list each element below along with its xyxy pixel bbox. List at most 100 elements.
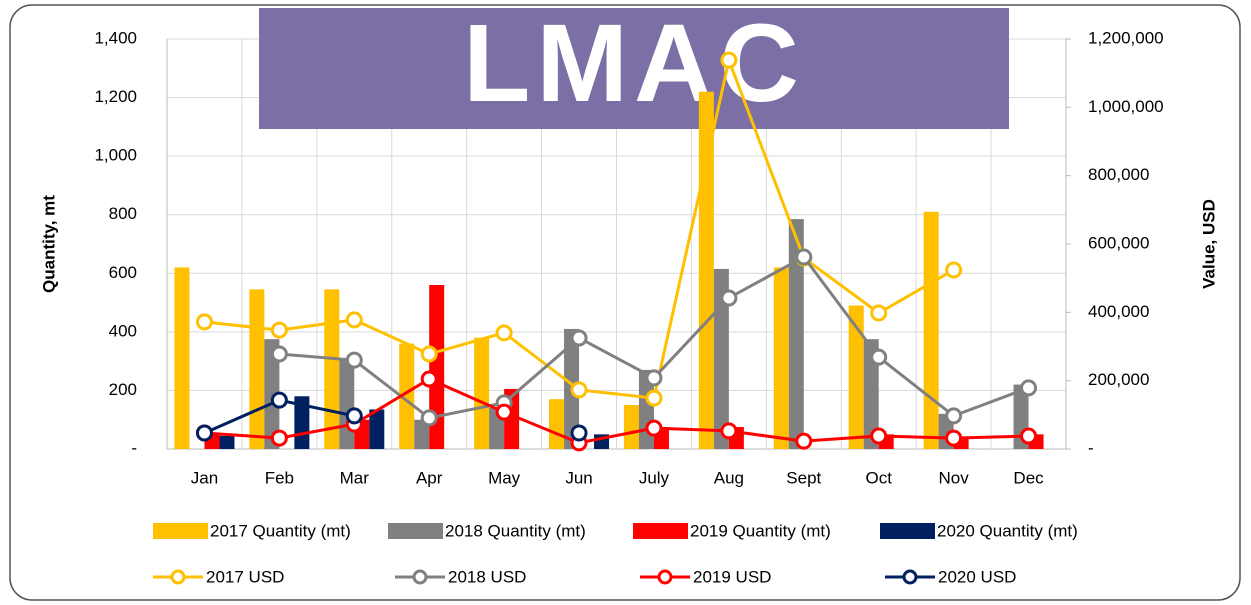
y-tick-label: 200: [109, 380, 137, 399]
legend-marker: [412, 569, 428, 585]
line-marker: [195, 424, 213, 442]
line-marker: [720, 289, 738, 307]
line-marker: [345, 407, 363, 425]
line-marker: [645, 419, 663, 437]
bar: [174, 267, 190, 449]
y-tick-label: 1,000: [94, 146, 137, 165]
x-tick-label: Jun: [565, 468, 592, 487]
line-marker: [945, 407, 963, 425]
legend-swatch: [388, 523, 443, 539]
line-marker: [495, 324, 513, 342]
logo: LMAC: [259, 2, 1009, 129]
logo-text: LMAC: [463, 2, 805, 125]
y-axis-label: Quantity, mt: [39, 195, 58, 293]
bar: [414, 419, 430, 449]
y2-tick-label: 1,000,000: [1088, 97, 1164, 116]
chart-frame: [9, 4, 1241, 601]
x-tick-label: Oct: [865, 468, 892, 487]
bar: [953, 437, 969, 449]
legend-label: 2018 Quantity (mt): [445, 521, 586, 540]
line-marker: [495, 403, 513, 421]
line-marker: [795, 432, 813, 450]
bar: [324, 289, 340, 449]
bar: [698, 91, 714, 449]
legend-swatch: [880, 523, 935, 539]
y2-tick-label: 800,000: [1088, 165, 1149, 184]
line-marker: [645, 369, 663, 387]
legend-swatch: [153, 523, 208, 539]
x-tick-label: Apr: [416, 468, 443, 487]
bar: [249, 289, 265, 449]
line-marker: [195, 313, 213, 331]
line-marker: [345, 351, 363, 369]
line-marker: [720, 422, 738, 440]
x-tick-label: Nov: [939, 468, 970, 487]
bar: [923, 211, 939, 449]
y-tick-label: -: [131, 438, 137, 457]
bar: [863, 339, 879, 449]
line-marker: [570, 424, 588, 442]
x-tick-label: May: [488, 468, 521, 487]
line-marker: [870, 427, 888, 445]
bar: [369, 409, 385, 449]
y2-axis-label: Value, USD: [1199, 199, 1218, 289]
bar: [219, 435, 235, 449]
y-tick-label: 1,400: [94, 28, 137, 47]
legend-marker: [902, 569, 918, 585]
bar: [623, 405, 639, 449]
y-tick-label: 400: [109, 321, 137, 340]
legend-marker: [657, 569, 673, 585]
y-tick-label: 600: [109, 263, 137, 282]
legend-label: 2017 Quantity (mt): [210, 521, 351, 540]
x-tick-label: July: [639, 468, 670, 487]
line-marker: [270, 345, 288, 363]
bar: [429, 285, 445, 449]
y-tick-label: 1,200: [94, 87, 137, 106]
legend-label: 2020 USD: [938, 567, 1016, 586]
line-marker: [795, 248, 813, 266]
line-marker: [570, 329, 588, 347]
line-marker: [720, 51, 738, 69]
legend-label: 2017 USD: [206, 567, 284, 586]
legend-label: 2018 USD: [448, 567, 526, 586]
x-tick-label: Feb: [265, 468, 294, 487]
line-marker: [645, 389, 663, 407]
line: [204, 377, 1029, 445]
line-marker: [270, 391, 288, 409]
line-marker: [420, 370, 438, 388]
bar: [264, 339, 280, 449]
line-marker: [945, 429, 963, 447]
bar: [773, 267, 789, 449]
x-tick-label: Sept: [786, 468, 821, 487]
line-marker: [420, 409, 438, 427]
y2-tick-label: -: [1088, 438, 1094, 457]
x-tick-label: Dec: [1013, 468, 1044, 487]
x-tick-label: Aug: [714, 468, 744, 487]
legend-marker: [170, 569, 186, 585]
y2-tick-label: 600,000: [1088, 233, 1149, 252]
bar: [339, 358, 355, 449]
line-marker: [1020, 379, 1038, 397]
legend-label: 2020 Quantity (mt): [937, 521, 1078, 540]
legend-swatch: [633, 523, 688, 539]
bar: [788, 219, 804, 449]
bar: [713, 268, 729, 449]
line-marker: [1020, 427, 1038, 445]
line-marker: [570, 381, 588, 399]
line-marker: [345, 311, 363, 329]
line-marker: [420, 345, 438, 363]
y2-tick-label: 400,000: [1088, 302, 1149, 321]
bar: [399, 343, 415, 449]
y-tick-label: 800: [109, 204, 137, 223]
x-tick-label: Jan: [191, 468, 218, 487]
legend-label: 2019 Quantity (mt): [690, 521, 831, 540]
bar: [848, 305, 864, 449]
logo-background: [259, 8, 1009, 129]
y2-tick-label: 1,200,000: [1088, 28, 1164, 47]
line-marker: [870, 304, 888, 322]
legend-label: 2019 USD: [693, 567, 771, 586]
line-marker: [270, 321, 288, 339]
line-marker: [945, 261, 963, 279]
bar: [474, 337, 490, 449]
